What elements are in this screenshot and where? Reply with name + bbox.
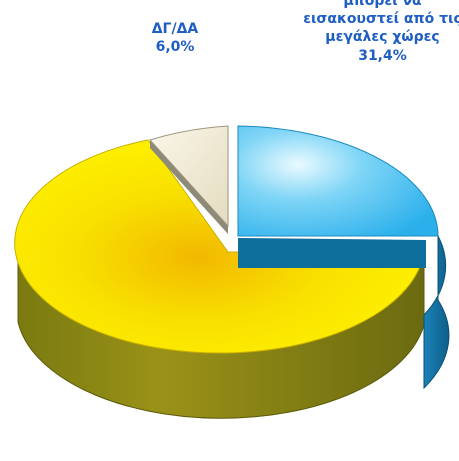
- pie-slice-side-bigcountries: [238, 238, 426, 268]
- slice-label-bigcountries-line3: μεγάλες χώρες: [325, 29, 440, 46]
- slice-label-dgda-name: ΔΓ/ΔΑ: [151, 21, 199, 37]
- pie-slice-other: [14, 139, 425, 354]
- slice-label-bigcountries-value: 31,4%: [358, 47, 407, 64]
- pie-slice-dgda: [149, 125, 229, 228]
- pie-slice-side-bigcountries-outer: [423, 235, 450, 390]
- pie-slice-bigcountries: [237, 125, 439, 237]
- pie-slice-side-dgda: [150, 140, 228, 234]
- slice-label-bigcountries-line1: μπορεί να: [343, 0, 422, 9]
- slice-label-bigcountries-line2: εισακουστεί από τις: [303, 11, 459, 28]
- slice-label-dgda: ΔΓ/ΔΑ 6,0%: [135, 20, 215, 56]
- slice-label-dgda-value: 6,0%: [155, 39, 195, 56]
- slice-label-bigcountries: μπορεί να εισακουστεί από τις μεγάλες χώ…: [290, 0, 459, 65]
